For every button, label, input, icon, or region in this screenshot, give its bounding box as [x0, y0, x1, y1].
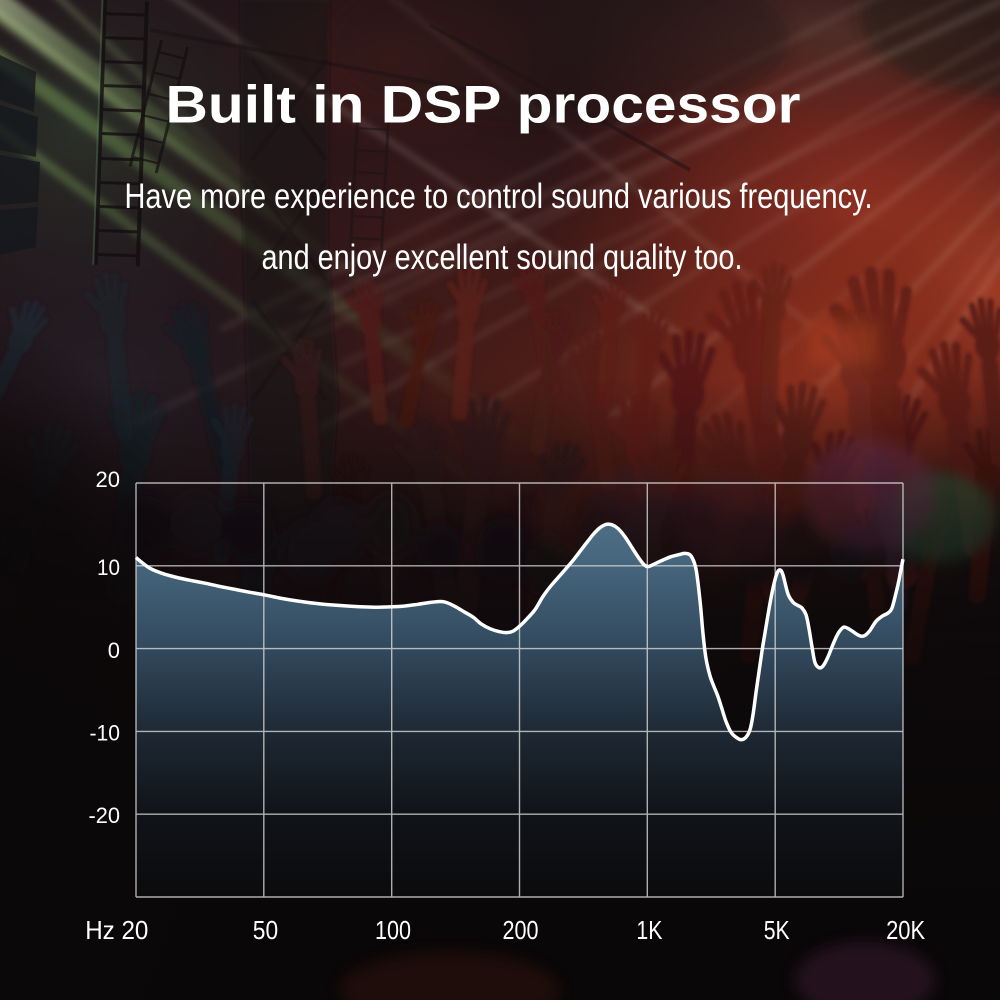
svg-text:Hz 20: Hz 20	[85, 915, 148, 945]
svg-text:20K: 20K	[886, 915, 926, 945]
svg-text:and enjoy excellent sound qual: and enjoy excellent sound quality too.	[262, 238, 743, 277]
svg-text:200: 200	[503, 915, 539, 945]
svg-text:20: 20	[96, 467, 121, 492]
svg-text:100: 100	[375, 915, 411, 945]
svg-text:50: 50	[253, 915, 278, 945]
svg-text:5K: 5K	[764, 915, 791, 945]
svg-text:1K: 1K	[636, 915, 663, 945]
svg-text:-10: -10	[90, 721, 121, 746]
svg-text:10: 10	[97, 555, 120, 580]
svg-text:Built in DSP processor: Built in DSP processor	[166, 75, 801, 134]
svg-text:Have more experience to contro: Have more experience to control sound va…	[125, 177, 873, 216]
svg-text:-20: -20	[89, 803, 121, 828]
svg-text:0: 0	[108, 638, 120, 663]
